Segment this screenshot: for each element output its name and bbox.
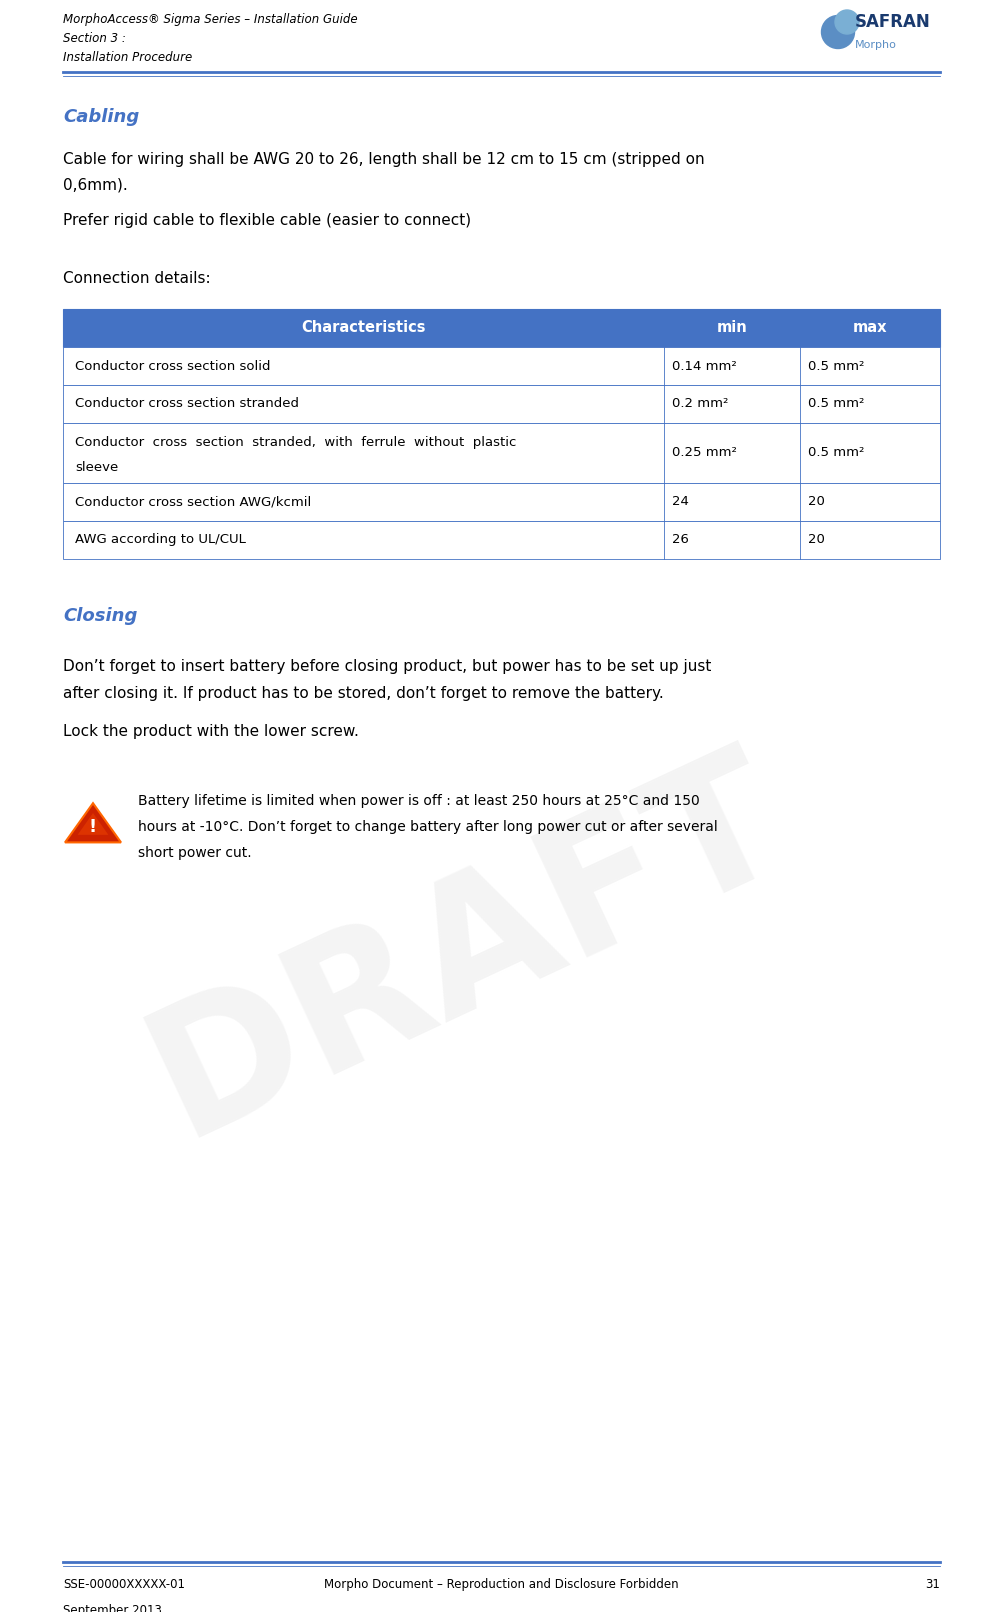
- Polygon shape: [65, 803, 121, 843]
- Text: SAFRAN: SAFRAN: [855, 13, 930, 31]
- Text: 20: 20: [808, 534, 825, 546]
- Text: 0.5 mm²: 0.5 mm²: [808, 359, 864, 372]
- Text: Cabling: Cabling: [63, 108, 139, 126]
- Text: Cable for wiring shall be AWG 20 to 26, length shall be 12 cm to 15 cm (stripped: Cable for wiring shall be AWG 20 to 26, …: [63, 152, 705, 168]
- Circle shape: [835, 10, 859, 34]
- Bar: [63, 347, 940, 385]
- Text: 0.25 mm²: 0.25 mm²: [672, 447, 737, 459]
- Text: Closing: Closing: [63, 608, 137, 625]
- Text: max: max: [853, 321, 887, 335]
- Text: 26: 26: [672, 534, 689, 546]
- Text: Section 3 :: Section 3 :: [63, 32, 126, 45]
- Bar: [63, 484, 940, 521]
- Text: Lock the product with the lower screw.: Lock the product with the lower screw.: [63, 724, 359, 738]
- Text: 24: 24: [672, 495, 689, 508]
- Text: short power cut.: short power cut.: [138, 846, 251, 859]
- Bar: [63, 385, 940, 422]
- Text: 0.5 mm²: 0.5 mm²: [808, 398, 864, 411]
- Bar: [63, 422, 940, 484]
- Text: hours at -10°C. Don’t forget to change battery after long power cut or after sev: hours at -10°C. Don’t forget to change b…: [138, 821, 718, 833]
- Text: MorphoAccess® Sigma Series – Installation Guide: MorphoAccess® Sigma Series – Installatio…: [63, 13, 358, 26]
- Text: Conductor cross section AWG/kcmil: Conductor cross section AWG/kcmil: [75, 495, 311, 508]
- Text: Conductor cross section solid: Conductor cross section solid: [75, 359, 270, 372]
- Bar: [63, 310, 940, 347]
- Text: SSE-00000XXXXX-01: SSE-00000XXXXX-01: [63, 1578, 185, 1591]
- Text: DRAFT: DRAFT: [124, 727, 810, 1172]
- Text: after closing it. If product has to be stored, don’t forget to remove the batter: after closing it. If product has to be s…: [63, 687, 664, 701]
- Text: min: min: [717, 321, 747, 335]
- Text: Morpho: Morpho: [855, 40, 897, 50]
- Text: 0.5 mm²: 0.5 mm²: [808, 447, 864, 459]
- Text: 0,6mm).: 0,6mm).: [63, 177, 128, 193]
- Text: sleeve: sleeve: [75, 461, 118, 474]
- Text: Morpho Document – Reproduction and Disclosure Forbidden: Morpho Document – Reproduction and Discl…: [324, 1578, 679, 1591]
- Text: 31: 31: [925, 1578, 940, 1591]
- Text: September 2013: September 2013: [63, 1604, 162, 1612]
- Circle shape: [821, 16, 855, 48]
- Text: Installation Procedure: Installation Procedure: [63, 52, 192, 64]
- Text: Connection details:: Connection details:: [63, 271, 211, 285]
- Text: AWG according to UL/CUL: AWG according to UL/CUL: [75, 534, 246, 546]
- Text: !: !: [88, 817, 97, 837]
- Text: Prefer rigid cable to flexible cable (easier to connect): Prefer rigid cable to flexible cable (ea…: [63, 213, 471, 227]
- Text: 0.2 mm²: 0.2 mm²: [672, 398, 729, 411]
- Text: Battery lifetime is limited when power is off : at least 250 hours at 25°C and 1: Battery lifetime is limited when power i…: [138, 795, 700, 808]
- Text: Conductor  cross  section  stranded,  with  ferrule  without  plastic: Conductor cross section stranded, with f…: [75, 435, 516, 450]
- Text: 20: 20: [808, 495, 825, 508]
- Text: Characteristics: Characteristics: [301, 321, 425, 335]
- Text: Conductor cross section stranded: Conductor cross section stranded: [75, 398, 299, 411]
- Text: 0.14 mm²: 0.14 mm²: [672, 359, 737, 372]
- Polygon shape: [78, 812, 108, 835]
- Bar: [63, 521, 940, 559]
- Text: Don’t forget to insert battery before closing product, but power has to be set u: Don’t forget to insert battery before cl…: [63, 659, 712, 674]
